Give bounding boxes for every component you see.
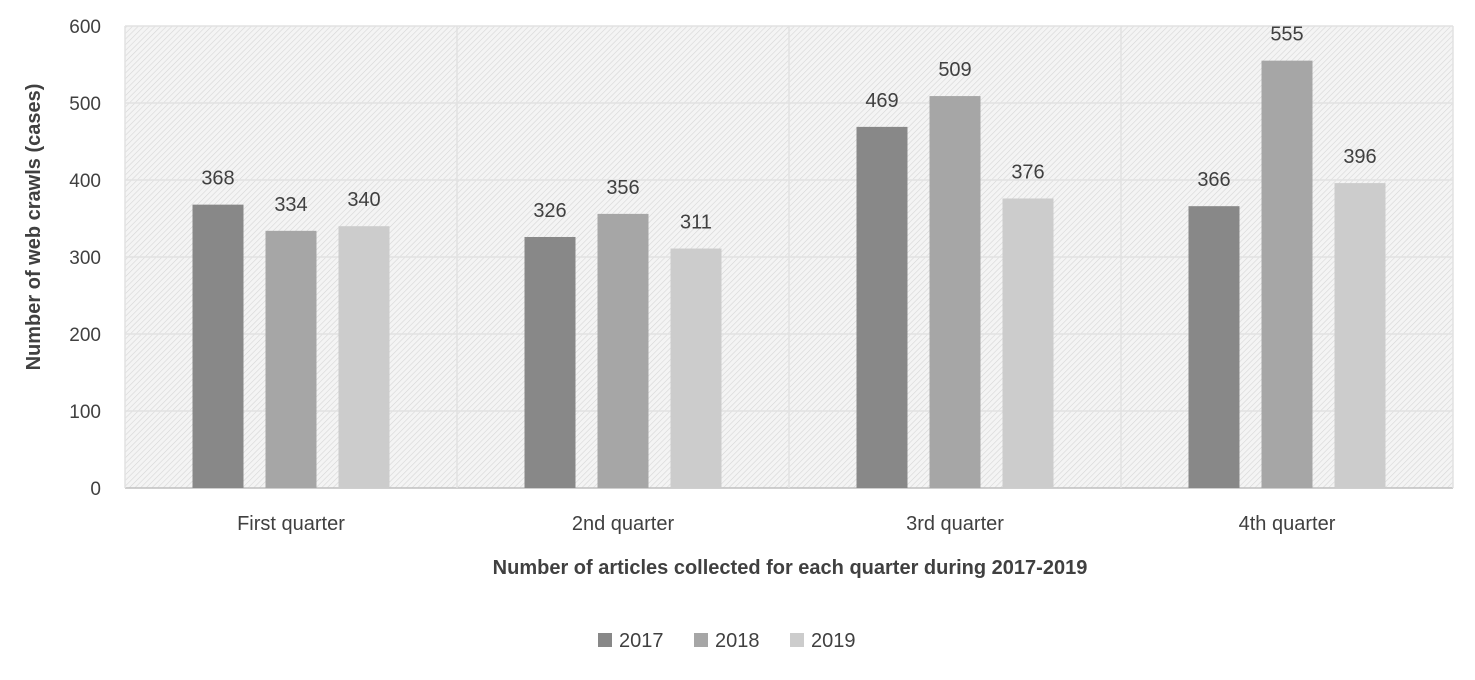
bar-2019-2 xyxy=(670,248,722,488)
legend-swatch-2019 xyxy=(790,633,804,647)
y-tick-label: 200 xyxy=(69,325,101,346)
bar-2018-2 xyxy=(597,213,649,488)
x-axis-title: Number of articles collected for each qu… xyxy=(493,557,1088,579)
y-axis-ticks: 0 100 200 300 400 500 600 xyxy=(69,17,101,500)
y-tick-label: 0 xyxy=(90,479,101,500)
bar-2019-1 xyxy=(338,226,390,488)
bar-2018-4 xyxy=(1261,60,1313,489)
y-tick-label: 600 xyxy=(69,17,101,38)
legend-label-2019: 2019 xyxy=(811,630,856,652)
data-label: 311 xyxy=(680,212,712,234)
legend-swatch-2017 xyxy=(598,633,612,647)
x-axis-categories: First quarter 2nd quarter 3rd quarter 4th q… xyxy=(237,513,1336,535)
bar-2017-1 xyxy=(192,204,244,488)
y-tick-label: 300 xyxy=(69,248,101,269)
bar-2018-3 xyxy=(929,96,981,488)
bar-2019-3 xyxy=(1002,198,1054,489)
legend-swatch-2018 xyxy=(694,633,708,647)
legend: 2017 2018 2019 xyxy=(598,630,856,652)
data-label: 469 xyxy=(865,90,898,112)
y-tick-label: 100 xyxy=(69,402,101,423)
x-category-label: 3rd quarter xyxy=(906,513,1004,535)
bar-2017-4 xyxy=(1188,206,1240,488)
bar-2019-4 xyxy=(1334,183,1386,488)
x-category-label: 4th quarter xyxy=(1239,513,1336,535)
data-label: 326 xyxy=(533,200,566,222)
data-label: 368 xyxy=(201,168,234,190)
bar-2018-1 xyxy=(265,230,317,488)
legend-label-2018: 2018 xyxy=(715,630,760,652)
data-label: 555 xyxy=(1270,24,1303,46)
data-labels: 368 334 340 326 356 311 469 509 376 366 555 396 xyxy=(201,24,1376,234)
data-label: 509 xyxy=(938,59,971,81)
data-label: 356 xyxy=(606,177,639,199)
y-axis-title: Number of web crawls (cases) xyxy=(23,84,45,371)
data-label: 376 xyxy=(1011,161,1044,183)
x-category-label: 2nd quarter xyxy=(572,513,675,535)
x-category-label: First quarter xyxy=(237,513,345,535)
y-tick-label: 500 xyxy=(69,94,101,115)
y-tick-label: 400 xyxy=(69,171,101,192)
bars xyxy=(192,60,1386,489)
data-label: 334 xyxy=(274,194,307,216)
legend-label-2017: 2017 xyxy=(619,630,664,652)
bar-2017-2 xyxy=(524,236,576,488)
data-label: 366 xyxy=(1197,169,1230,191)
bar-2017-3 xyxy=(856,126,908,489)
data-label: 396 xyxy=(1343,146,1376,168)
data-label: 340 xyxy=(347,189,380,211)
